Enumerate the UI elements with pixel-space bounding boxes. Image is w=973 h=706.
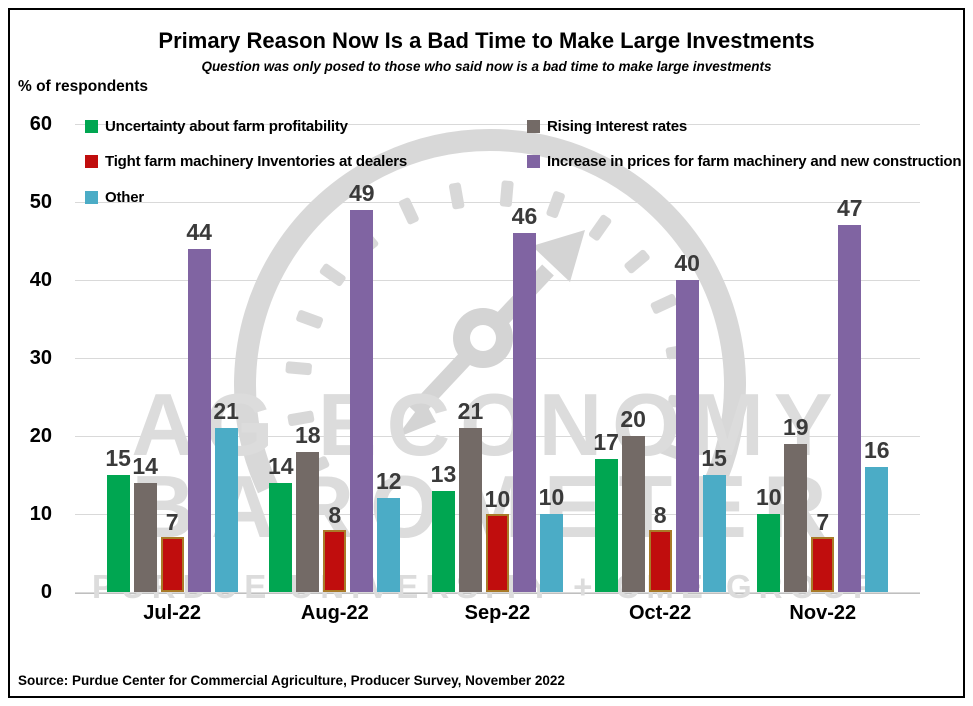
legend-item: Increase in prices for farm machinery an… xyxy=(527,153,962,170)
legend-label: Rising Interest rates xyxy=(547,118,688,135)
legend-item: Rising Interest rates xyxy=(527,118,687,135)
bar-data-label: 21 xyxy=(457,398,484,425)
bar-data-label: 18 xyxy=(295,421,321,448)
legend-item: Tight farm machinery Inventories at deal… xyxy=(85,153,407,170)
bar: 10 xyxy=(485,486,510,592)
bar: 15 xyxy=(105,445,131,592)
bar: 15 xyxy=(701,445,727,592)
bar: 49 xyxy=(349,180,375,592)
y-axis-unit-label: % of respondents xyxy=(18,78,149,95)
x-axis-category-label: Nov-22 xyxy=(789,602,857,624)
bar: 21 xyxy=(213,398,239,592)
legend-swatch-icon xyxy=(527,120,540,133)
legend-swatch-icon xyxy=(85,155,98,168)
y-axis-tick-label: 40 xyxy=(29,269,52,291)
x-axis-category-label: Oct-22 xyxy=(629,602,692,624)
bar: 16 xyxy=(864,437,890,592)
legend-label: Uncertainty about farm profitability xyxy=(105,118,348,135)
chart-subtitle: Question was only posed to those who sai… xyxy=(201,59,772,74)
bar-data-label: 14 xyxy=(268,452,294,479)
bar-data-label: 40 xyxy=(674,250,700,276)
bar: 40 xyxy=(674,250,700,592)
bar-group-nov-22: 10 19 7 47 16 xyxy=(756,195,890,592)
y-axis-tick-label: 20 xyxy=(29,425,52,447)
bar-data-label: 20 xyxy=(620,406,646,432)
bar-data-label: 13 xyxy=(430,460,457,487)
bar: 10 xyxy=(539,484,564,592)
bar: 14 xyxy=(268,453,294,592)
bar-data-label: 14 xyxy=(132,452,158,479)
gridline xyxy=(75,591,920,593)
bar-data-label: 19 xyxy=(782,413,809,440)
legend-swatch-icon xyxy=(527,155,540,168)
legend-label: Other xyxy=(105,189,145,206)
bar-data-label: 7 xyxy=(816,509,830,536)
bar-data-label: 17 xyxy=(593,429,619,456)
x-axis-labels: Jul-22 Aug-22 Sep-22 Oct-22 Nov-22 xyxy=(75,602,920,625)
bar: 13 xyxy=(431,461,456,592)
bar: 19 xyxy=(783,414,809,592)
bar-data-label: 10 xyxy=(484,486,511,512)
bar: 47 xyxy=(837,195,863,592)
bar: 12 xyxy=(376,468,402,592)
bar-data-label: 16 xyxy=(863,437,890,464)
bar: 46 xyxy=(512,203,537,592)
bar: 8 xyxy=(648,502,672,592)
y-axis-labels: 0 10 20 30 40 50 60 xyxy=(10,113,60,603)
source-note: Source: Purdue Center for Commercial Agr… xyxy=(18,673,565,688)
bar: 10 xyxy=(756,484,782,592)
legend-label: Increase in prices for farm machinery an… xyxy=(547,153,962,170)
bar-group-jul-22: 15 14 7 44 21 xyxy=(105,219,239,592)
bar: 18 xyxy=(295,422,321,592)
plot-area: 15 14 7 44 21 14 18 8 49 12 13 21 10 46 10 17 20 8 40 15 10 1… xyxy=(75,123,920,594)
legend-item: Uncertainty about farm profitability xyxy=(85,118,348,135)
bar: 7 xyxy=(160,509,184,592)
bar-data-label: 8 xyxy=(328,501,342,528)
y-axis-tick-label: 30 xyxy=(29,347,52,369)
bar-data-label: 15 xyxy=(105,445,131,471)
bar-data-label: 7 xyxy=(165,509,179,536)
legend-swatch-icon xyxy=(85,191,98,204)
bar-data-label: 10 xyxy=(755,484,782,510)
bar-data-label: 10 xyxy=(538,484,565,510)
legend-label: Tight farm machinery Inventories at deal… xyxy=(105,153,408,170)
bar-data-label: 47 xyxy=(836,195,863,222)
bar-data-label: 15 xyxy=(701,445,727,471)
bar: 7 xyxy=(811,509,835,592)
bar-groups: 15 14 7 44 21 14 18 8 49 12 13 21 10 46 10 17 20 8 40 15 10 1… xyxy=(75,124,920,592)
x-axis-category-label: Jul-22 xyxy=(143,602,202,624)
bar: 21 xyxy=(458,398,483,592)
bar: 20 xyxy=(620,406,646,592)
bar: 44 xyxy=(186,219,212,592)
y-axis-tick-label: 0 xyxy=(40,581,52,603)
bar-data-label: 12 xyxy=(376,468,402,495)
bar: 8 xyxy=(323,502,347,592)
y-axis-tick-label: 10 xyxy=(29,503,52,525)
chart-border xyxy=(8,8,965,698)
bar-data-label: 46 xyxy=(511,203,538,230)
x-axis-category-label: Aug-22 xyxy=(300,602,369,624)
bar-group-aug-22: 14 18 8 49 12 xyxy=(268,180,402,592)
bar-data-label: 8 xyxy=(653,501,667,528)
bar-data-label: 21 xyxy=(213,398,239,425)
legend-item: Other xyxy=(85,189,144,206)
x-axis-category-label: Sep-22 xyxy=(464,602,531,624)
gridline xyxy=(75,123,920,125)
bar: 14 xyxy=(132,453,158,592)
y-axis-tick-label: 50 xyxy=(29,191,52,213)
bar-data-label: 49 xyxy=(349,179,375,206)
chart-title: Primary Reason Now Is a Bad Time to Make… xyxy=(158,28,815,53)
bar-group-sep-22: 13 21 10 46 10 xyxy=(431,203,564,592)
y-axis-tick-label: 60 xyxy=(29,113,52,135)
bar-data-label: 44 xyxy=(186,218,212,245)
legend-swatch-icon xyxy=(85,120,98,133)
bar: 17 xyxy=(593,429,619,592)
bar-group-oct-22: 17 20 8 40 15 xyxy=(593,250,727,592)
